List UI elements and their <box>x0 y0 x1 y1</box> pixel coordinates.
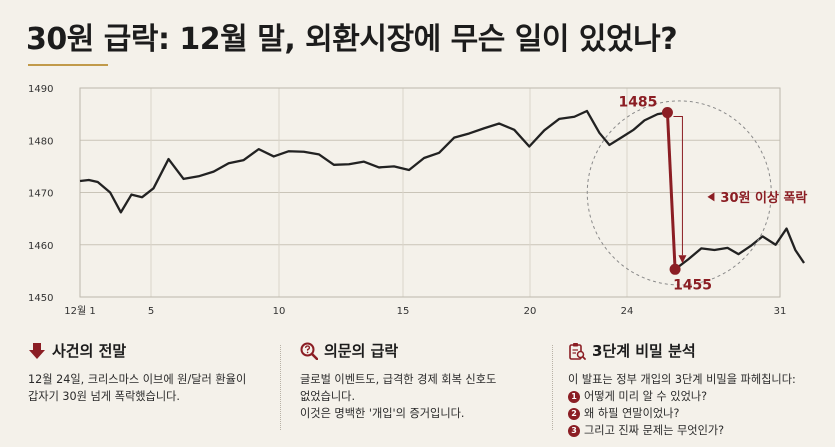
peak-label: 1485 <box>618 95 657 111</box>
panel-mystery-line: 이것은 명백한 '개입'의 증거입니다. <box>300 407 465 420</box>
question-text: 그리고 진짜 문제는 무엇인가? <box>584 424 725 437</box>
question-number-badge: 2 <box>568 407 580 420</box>
panel-divider <box>280 345 281 430</box>
clipboard-search-icon <box>569 342 586 360</box>
magnifier-question-icon <box>300 342 318 360</box>
x-tick-label: 24 <box>621 306 634 317</box>
drop-line <box>665 112 677 270</box>
y-axis-ticks: 1450 1460 1470 1480 1490 <box>28 84 53 304</box>
bracket-arrowhead <box>678 255 687 264</box>
question-text: 왜 하필 연말이었나? <box>584 407 680 420</box>
x-axis-ticks: 12월 1 5 10 15 20 24 31 <box>64 305 786 317</box>
x-tick-label: 15 <box>397 306 410 317</box>
question-item: 2 왜 하필 연말이었나? <box>568 405 830 422</box>
question-item: 1 어떻게 미리 알 수 있었나? <box>568 388 830 405</box>
panel-mystery: 의문의 급락 글로벌 이벤트도, 급격한 경제 회복 신호도 없었습니다. 이것… <box>300 340 540 440</box>
y-tick-label: 1460 <box>28 241 53 252</box>
panel-incident-heading: 사건의 전말 <box>52 342 127 360</box>
down-arrow-icon <box>29 342 45 359</box>
panel-analysis-intro: 이 발표는 정부 개입의 3단계 비밀을 파헤칩니다: <box>568 373 796 386</box>
x-tick-label: 20 <box>524 306 537 317</box>
drop-bracket <box>673 116 683 256</box>
y-tick-label: 1470 <box>28 189 53 200</box>
panel-mystery-heading: 의문의 급락 <box>324 342 399 360</box>
panel-analysis-heading: 3단계 비밀 분석 <box>592 342 696 360</box>
x-tick-label: 12월 1 <box>64 305 95 317</box>
y-tick-label: 1480 <box>28 136 53 147</box>
panel-mystery-line: 글로벌 이벤트도, 급격한 경제 회복 신호도 <box>300 373 497 386</box>
callout-arrow-icon <box>707 192 715 202</box>
panel-divider <box>552 345 553 430</box>
panel-incident-line: 12월 24일, 크리스마스 이브에 원/달러 환율이 <box>28 373 247 386</box>
question-text: 어떻게 미리 알 수 있었나? <box>584 390 708 403</box>
y-tick-label: 1450 <box>28 293 53 304</box>
x-tick-label: 10 <box>273 306 286 317</box>
question-item: 3 그리고 진짜 문제는 무엇인가? <box>568 422 830 439</box>
peak-point <box>661 107 673 119</box>
panel-incident: 사건의 전말 12월 24일, 크리스마스 이브에 원/달러 환율이 갑자기 3… <box>28 340 278 440</box>
y-tick-label: 1490 <box>28 84 53 95</box>
x-tick-label: 5 <box>148 306 154 317</box>
panel-analysis: 3단계 비밀 분석 이 발표는 정부 개입의 3단계 비밀을 파헤칩니다: 1 … <box>568 340 830 440</box>
x-tick-label: 31 <box>774 306 787 317</box>
panel-mystery-line: 없었습니다. <box>300 390 356 403</box>
plot-frame <box>79 87 781 298</box>
exchange-rate-line <box>79 109 805 271</box>
exchange-rate-chart: 1450 1460 1470 1480 1490 12월 1 5 10 15 20 24 31 14… <box>28 84 807 317</box>
trough-label: 1455 <box>673 277 712 293</box>
drop-annotation: 30원 이상 폭락 <box>720 190 807 206</box>
question-number-badge: 3 <box>568 424 580 437</box>
chart-gridlines <box>79 87 781 298</box>
trough-point <box>669 263 681 275</box>
question-number-badge: 1 <box>568 390 580 403</box>
panel-incident-line: 갑자기 30원 넘게 폭락했습니다. <box>28 390 180 403</box>
page-title: 30원 급락: 12월 말, 외환시장에 무슨 일이 있었나? <box>26 22 678 57</box>
focus-circle <box>586 100 772 286</box>
title-underline <box>28 64 108 66</box>
